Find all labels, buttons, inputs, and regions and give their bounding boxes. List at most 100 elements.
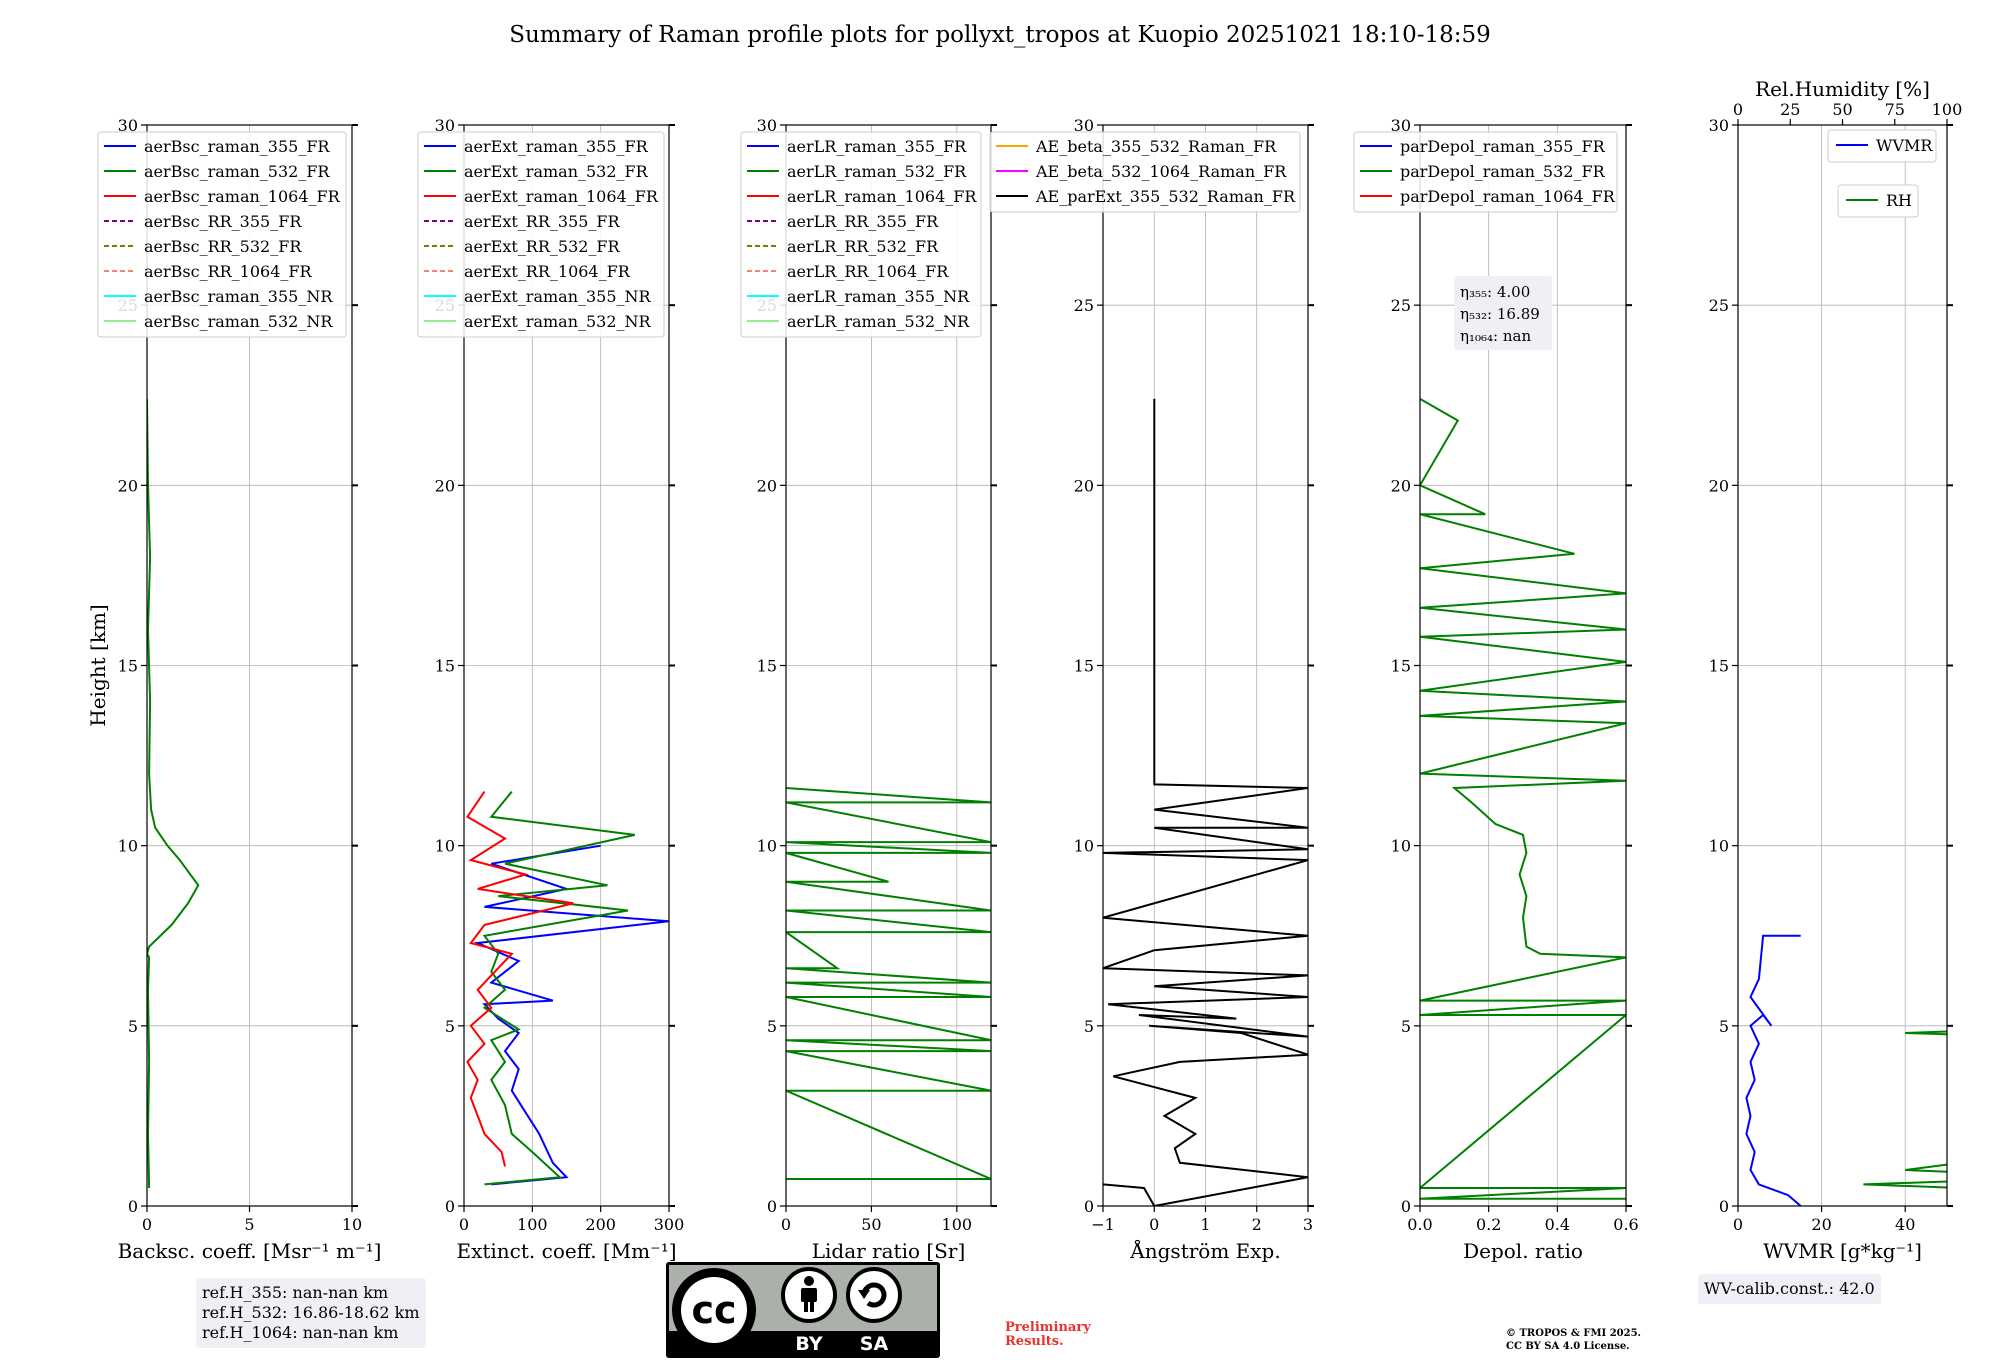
x-tick-label: 10 (342, 1215, 362, 1234)
x-tick-label: 0 (1149, 1215, 1159, 1234)
legend-label: parDepol_raman_532_FR (1400, 162, 1606, 181)
x-tick-label: 0.6 (1613, 1215, 1638, 1234)
y-tick-label: 15 (757, 657, 777, 676)
top-x-tick-label: 100 (1932, 100, 1963, 119)
annotation-line: η₃₅₅: 4.00 (1460, 283, 1530, 301)
y-tick-label: 0 (445, 1197, 455, 1216)
legend-label: aerBsc_raman_1064_FR (144, 187, 341, 206)
y-tick-label: 30 (118, 116, 138, 135)
x-tick-label: 0 (142, 1215, 152, 1234)
legend-ext: aerExt_raman_355_FR aerExt_raman_532_FRae… (417, 131, 665, 338)
y-tick-label: 20 (757, 476, 777, 495)
ref-height-532: ref.H_532: 16.86-18.62 km (202, 1303, 420, 1322)
y-tick-label: 10 (118, 837, 138, 856)
x-tick-label: 100 (942, 1215, 973, 1234)
legend-label: aerExt_RR_1064_FR (464, 262, 631, 281)
legend-label: aerBsc_raman_532_NR (144, 312, 333, 331)
legend-label: aerBsc_raman_355_FR (144, 137, 330, 156)
y-tick-label: 30 (435, 116, 455, 135)
y-tick-label: 15 (118, 657, 138, 676)
cc-license-badge: cc BY SA (666, 1262, 940, 1358)
y-tick-label: 10 (1709, 837, 1729, 856)
legend-label: aerExt_raman_532_FR (464, 162, 649, 181)
cc-symbol: cc (691, 1288, 736, 1332)
x-axis-label: WVMR [g*kg⁻¹] (1763, 1239, 1922, 1263)
x-tick-label: 20 (1811, 1215, 1831, 1234)
y-tick-label: 0 (1084, 1197, 1094, 1216)
y-tick-label: 0 (128, 1197, 138, 1216)
y-tick-label: 15 (1709, 657, 1729, 676)
series-aerBsc_raman_532_FR (147, 398, 200, 1189)
legend-label: AE_beta_532_1064_Raman_FR (1035, 162, 1287, 181)
y-tick-label: 5 (1084, 1017, 1094, 1036)
legend-label: aerLR_raman_355_FR (787, 137, 967, 156)
y-tick-label: 10 (757, 837, 777, 856)
legend-label: aerLR_RR_1064_FR (787, 262, 949, 281)
y-tick-label: 20 (1391, 476, 1411, 495)
y-tick-label: 10 (435, 837, 455, 856)
legend-label: RH (1886, 191, 1912, 210)
figure-title: Summary of Raman profile plots for polly… (509, 22, 1491, 48)
top-x-tick-label: 50 (1832, 100, 1852, 119)
panel-lr: 050100051015202530Lidar ratio [Sr]aerLR_… (740, 116, 997, 1263)
y-tick-label: 15 (1391, 657, 1411, 676)
ref-height-355: ref.H_355: nan-nan km (202, 1283, 389, 1302)
y-tick-label: 5 (1719, 1017, 1729, 1036)
series-aerLR_raman_532_FR (786, 787, 991, 1180)
legend-ae: AE_beta_355_532_Raman_FR AE_beta_532_1064… (989, 131, 1301, 213)
legend-label: aerLR_RR_532_FR (787, 237, 939, 256)
preliminary-line-1: Preliminary (1005, 1320, 1091, 1335)
legend-label: aerExt_RR_355_FR (464, 212, 621, 231)
by-label: BY (795, 1333, 822, 1355)
legend-label: aerBsc_RR_532_FR (144, 237, 302, 256)
copyright-line-2: CC BY SA 4.0 License. (1506, 1341, 1630, 1352)
x-tick-label: 40 (1895, 1215, 1915, 1234)
y-tick-label: 25 (1391, 296, 1411, 315)
y-tick-label: 5 (128, 1017, 138, 1036)
sa-share-alike-icon (846, 1267, 902, 1323)
y-tick-label: 20 (118, 476, 138, 495)
panel-dep: 0.0 0.2 0.4 0.6 0 5 10 15 20 25 30 Depol. ratio parD… (1353, 116, 1639, 1263)
legend-lr: aerLR_raman_355_FR aerLR_raman_532_FR aerL… (740, 131, 982, 338)
depol-eta-annotation: η₃₅₅: 4.00 η₅₃₂: 16.89 η₁₀₆₄: nan (1454, 276, 1552, 350)
legend-label: aerExt_raman_1064_FR (464, 187, 659, 206)
y-axis-label: Height [km] (86, 604, 110, 726)
x-tick-label: 3 (1303, 1215, 1313, 1234)
legend-label: aerBsc_raman_532_FR (144, 162, 330, 181)
y-tick-label: 30 (1391, 116, 1411, 135)
top-x-tick-label: 0 (1733, 100, 1743, 119)
y-tick-label: 30 (1709, 116, 1729, 135)
x-tick-label: 200 (585, 1215, 616, 1234)
top-x-tick-label: 75 (1885, 100, 1905, 119)
legend-label: aerExt_raman_532_NR (464, 312, 652, 331)
x-tick-label: 0.4 (1545, 1215, 1570, 1234)
legend-label: AE_beta_355_532_Raman_FR (1035, 137, 1277, 156)
ref-height-1064: ref.H_1064: nan-nan km (202, 1323, 399, 1342)
annotation-line: η₁₀₆₄: nan (1460, 327, 1531, 345)
y-tick-label: 0 (767, 1197, 777, 1216)
legend-label: aerExt_RR_532_FR (464, 237, 621, 256)
legend-label: parDepol_raman_355_FR (1400, 137, 1606, 156)
sa-label: SA (860, 1333, 889, 1355)
by-person-icon (781, 1267, 837, 1323)
x-tick-label: 50 (861, 1215, 881, 1234)
y-tick-label: 20 (1074, 476, 1094, 495)
legend-label: aerBsc_RR_355_FR (144, 212, 302, 231)
legend-box (1827, 129, 1937, 163)
y-tick-label: 10 (1391, 837, 1411, 856)
reference-heights: ref.H_355: nan-nan km ref.H_532: 16.86-1… (196, 1278, 426, 1348)
series-parDepol_raman_532_FR (1420, 398, 1626, 1200)
x-tick-label: 100 (517, 1215, 548, 1234)
x-tick-label: 300 (654, 1215, 685, 1234)
y-tick-label: 5 (445, 1017, 455, 1036)
annotation-line: η₅₃₂: 16.89 (1460, 305, 1540, 323)
series-aerExt_raman_1064_FR (465, 791, 574, 1167)
panel-wv: 0 20 40 0 5 10 15 20 25 30 WVMR [g*kg⁻¹] 0 25 50 75 100… (1709, 77, 1963, 1263)
x-axis-label: Extinct. coeff. [Mm⁻¹] (456, 1239, 676, 1263)
panel-ext: 0100200300051015202530Extinct. coeff. [M… (417, 116, 685, 1263)
y-tick-label: 25 (1074, 296, 1094, 315)
legend-label: aerLR_raman_532_FR (787, 162, 967, 181)
preliminary-line-2: Results. (1005, 1334, 1064, 1349)
